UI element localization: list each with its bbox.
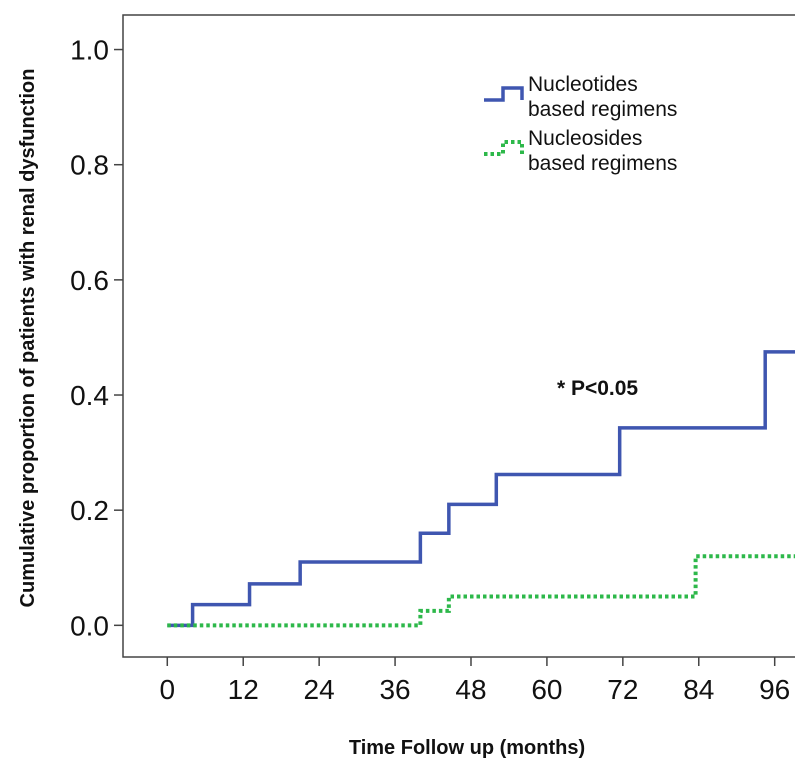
y-tick-label: 0.8 bbox=[70, 150, 109, 181]
x-axis: 0 12 24 36 48 60 72 84 96 bbox=[160, 657, 790, 705]
plot-frame bbox=[122, 14, 795, 658]
x-tick-label: 36 bbox=[379, 674, 410, 705]
legend-label-nucleotides-line2: based regimens bbox=[528, 98, 677, 121]
x-tick-label: 96 bbox=[759, 674, 790, 705]
y-tick-label: 0.0 bbox=[70, 610, 109, 641]
legend-swatch-nucleotides bbox=[484, 86, 524, 102]
x-tick-label: 24 bbox=[304, 674, 335, 705]
x-axis-title: Time Follow up (months) bbox=[349, 737, 585, 759]
y-tick-label: 0.4 bbox=[70, 380, 109, 411]
legend-label-nucleosides-line1: Nucleosides bbox=[528, 127, 642, 150]
x-tick-label: 12 bbox=[228, 674, 259, 705]
x-tick-label: 0 bbox=[160, 674, 176, 705]
legend-label-nucleotides-line1: Nucleotides bbox=[528, 73, 638, 96]
y-axis: 0.0 0.2 0.4 0.6 0.8 1.0 bbox=[70, 35, 123, 641]
x-tick-label: 60 bbox=[531, 674, 562, 705]
series-layer bbox=[167, 350, 795, 628]
p-value-annotation: * P<0.05 bbox=[557, 377, 638, 400]
y-axis-title: Cumulative proportion of patients with r… bbox=[17, 69, 39, 608]
y-tick-label: 1.0 bbox=[70, 35, 109, 66]
y-tick-label: 0.2 bbox=[70, 495, 109, 526]
x-tick-label: 84 bbox=[683, 674, 714, 705]
legend-swatch-nucleosides bbox=[484, 140, 524, 156]
series-nucleosides-line bbox=[167, 554, 795, 628]
series-nucleotides-line bbox=[167, 350, 795, 628]
y-tick-label: 0.6 bbox=[70, 265, 109, 296]
x-tick-label: 48 bbox=[455, 674, 486, 705]
legend-label-nucleosides-line2: based regimens bbox=[528, 152, 677, 175]
plot-border bbox=[122, 14, 795, 658]
x-tick-label: 72 bbox=[607, 674, 638, 705]
legend: Nucleotides based regimens Nucleosides b… bbox=[484, 73, 677, 175]
